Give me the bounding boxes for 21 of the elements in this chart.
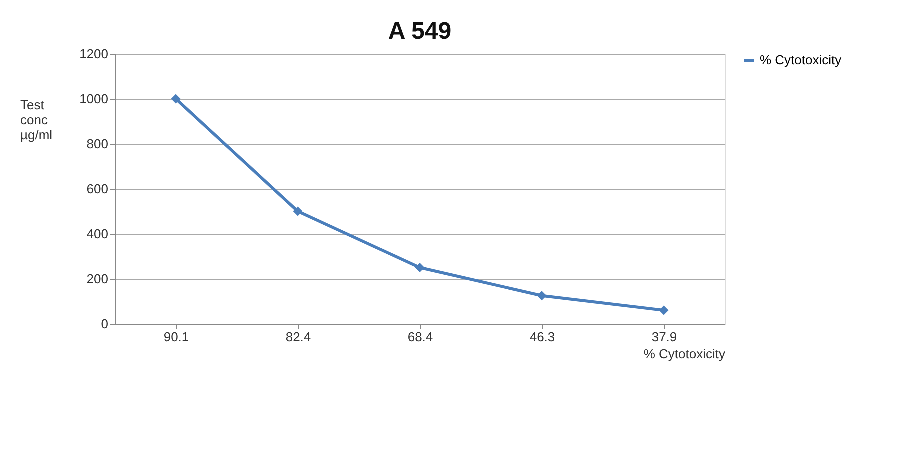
chart-title: A 549 [388, 18, 452, 45]
y-tick-label: 1000 [80, 92, 108, 106]
point [293, 206, 303, 216]
y-tick-label: 0 [101, 316, 108, 332]
y-tick-label: 400 [86, 226, 108, 242]
y-tick-label: 1200 [80, 46, 108, 62]
x-tick-label: 82.4 [286, 330, 312, 344]
y-tick-label: 800 [86, 136, 108, 152]
legend-label: % Cytotoxicity [760, 52, 842, 68]
point [537, 291, 547, 301]
point [659, 306, 669, 316]
x-axis-title: % Cytotoxicity [644, 346, 726, 362]
point [171, 94, 181, 104]
x-tick-label: 37.9 [652, 330, 678, 344]
y-tick-label: 600 [86, 182, 108, 196]
y-axis-title: Test conc µg/ml [20, 98, 53, 142]
x-tick-label: 46.3 [530, 330, 556, 344]
y-tick-label: 200 [86, 272, 108, 286]
x-tick-label: 68.4 [408, 330, 434, 344]
x-tick-label: 90.1 [164, 330, 190, 344]
point [415, 263, 425, 272]
